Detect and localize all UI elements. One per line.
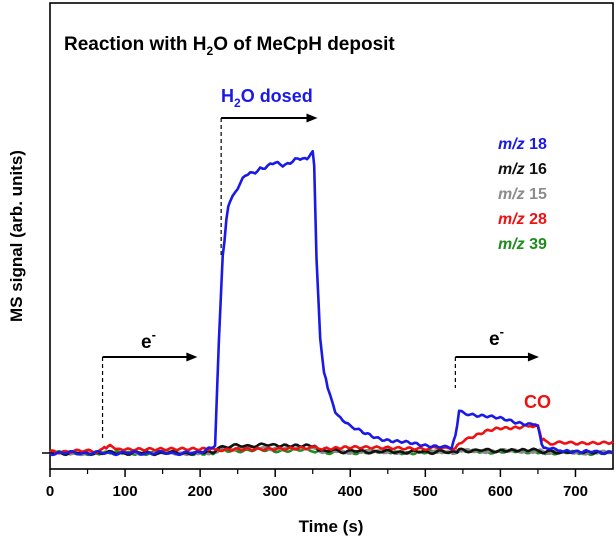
- legend-entry-mz-16: m/z 16: [498, 161, 547, 178]
- y-axis-title: MS signal (arb. units): [7, 150, 26, 322]
- x-axis-ticks: 0 100 200 300 400 500 600 700: [46, 469, 588, 500]
- series-line-mz-18: [49, 149, 613, 457]
- plot-frame: [49, 2, 614, 470]
- x-tick-label-500: 500: [413, 483, 438, 500]
- legend: m/z 18 m/z 16 m/z 15 m/z 28 m/z 39: [498, 136, 547, 253]
- x-tick-label-600: 600: [488, 483, 513, 500]
- x-tick-label-200: 200: [188, 483, 213, 500]
- co-label: CO: [524, 392, 551, 412]
- h2o-dosed-label: H2O dosed: [221, 86, 313, 110]
- legend-entry-mz-39: m/z 39: [498, 236, 547, 253]
- legend-entry-mz-18: m/z 18: [498, 136, 547, 153]
- x-axis-title: Time (s): [299, 517, 364, 536]
- window-arrow-head-2: [306, 113, 318, 123]
- series-line-mz-28: [49, 423, 614, 455]
- x-tick-label-300: 300: [263, 483, 288, 500]
- legend-entry-mz-28: m/z 28: [498, 211, 547, 228]
- x-tick-label-100: 100: [113, 483, 138, 500]
- legend-entry-mz-15: m/z 15: [498, 186, 547, 203]
- window-arrow-head-1: [186, 352, 198, 362]
- x-tick-label-400: 400: [338, 483, 363, 500]
- dose-windows: [101, 113, 539, 438]
- window-arrow-head-3: [527, 352, 539, 362]
- x-tick-label-700: 700: [563, 483, 588, 500]
- x-tick-label-0: 0: [46, 483, 54, 500]
- series-group: [49, 149, 614, 457]
- chart-title: Reaction with H2O of MeCpH deposit: [64, 34, 395, 58]
- electron-label-1: e-: [141, 327, 156, 353]
- electron-label-2: e-: [489, 324, 504, 350]
